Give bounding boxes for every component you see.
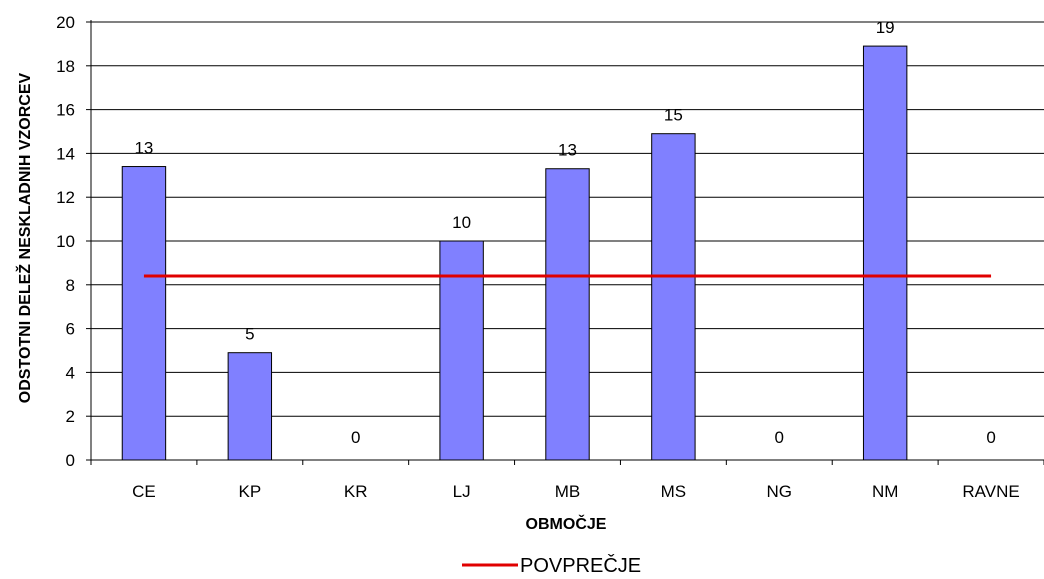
x-axis-title: OBMOČJE: [526, 514, 607, 533]
x-tick-label: NG: [767, 482, 793, 501]
data-label: 13: [558, 141, 577, 160]
y-tick-label: 6: [66, 320, 75, 339]
x-tick-label: MB: [555, 482, 581, 501]
data-label: 5: [245, 325, 254, 344]
data-label: 19: [876, 18, 895, 37]
x-tick-label: LJ: [453, 482, 471, 501]
data-label: 0: [986, 428, 995, 447]
bar: [862, 45, 908, 461]
y-tick-label: 2: [66, 407, 75, 426]
y-tick-label: 18: [56, 57, 75, 76]
data-label: 10: [452, 213, 471, 232]
x-tick-label: RAVNE: [962, 482, 1019, 501]
y-tick-label: 4: [66, 363, 75, 382]
data-label: 0: [351, 428, 360, 447]
y-tick-label: 0: [66, 451, 75, 470]
data-label: 13: [134, 139, 153, 158]
x-tick-label: MS: [661, 482, 687, 501]
y-axis-title-group: ODSTOTNI DELEŽ NESKLADNIH VZORCEV: [15, 72, 34, 403]
bar: [227, 352, 273, 461]
tick-labels: 0 2 4 6 8 10 12 14 16 18 20 CE KP KR LJ MB MS NG NM RAVNE: [56, 13, 1020, 501]
axes: [86, 20, 1044, 465]
y-tick-label: 8: [66, 276, 75, 295]
data-label: 0: [775, 428, 784, 447]
bar: [651, 133, 696, 461]
data-labels: 13 5 0 10 13 15 0 19 0: [134, 18, 995, 447]
x-tick-label: CE: [132, 482, 156, 501]
legend: POVPREČJE: [462, 554, 641, 577]
y-tick-label: 12: [56, 188, 75, 207]
y-axis-title: ODSTOTNI DELEŽ NESKLADNIH VZORCEV: [15, 72, 34, 403]
data-label: 15: [664, 106, 683, 125]
x-tick-label: NM: [872, 482, 898, 501]
bars: [121, 45, 908, 461]
bar: [545, 168, 590, 461]
x-tick-label: KR: [344, 482, 368, 501]
y-tick-label: 20: [56, 13, 75, 32]
bar: [439, 240, 484, 461]
legend-label: POVPREČJE: [520, 554, 641, 574]
x-tick-label: KP: [238, 482, 261, 501]
bar: [121, 166, 167, 461]
y-tick-label: 16: [56, 101, 75, 120]
y-tick-label: 14: [56, 144, 75, 163]
y-tick-label: 10: [56, 232, 75, 251]
